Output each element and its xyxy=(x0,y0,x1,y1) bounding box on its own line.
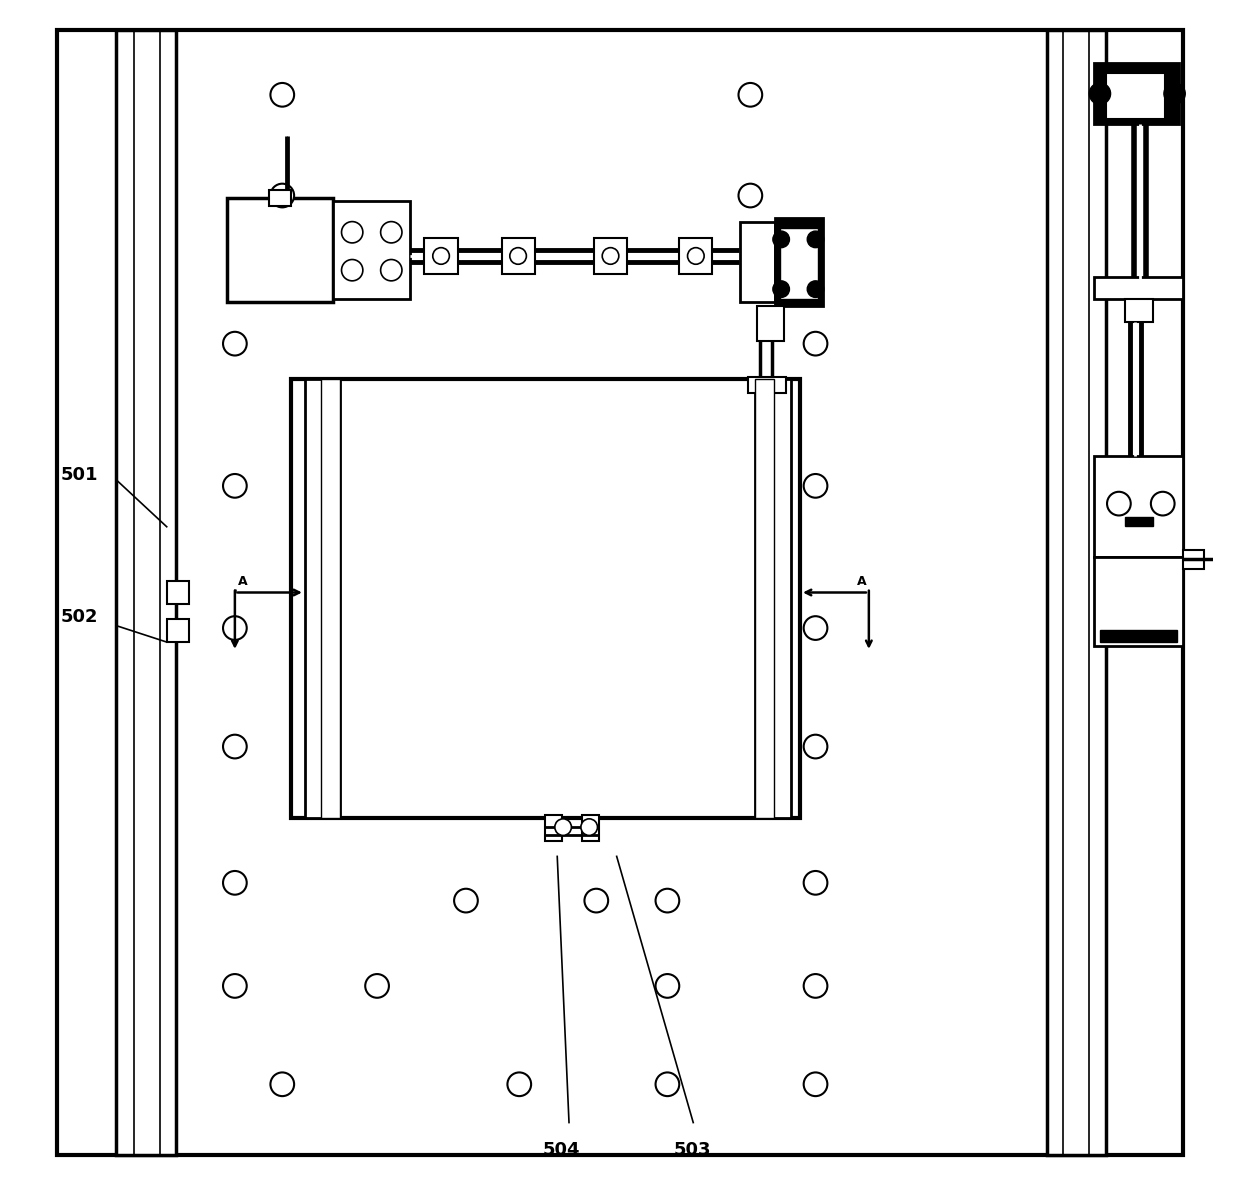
Bar xyxy=(748,377,786,393)
Bar xyxy=(424,238,458,274)
Bar xyxy=(1047,30,1106,1155)
Circle shape xyxy=(381,260,402,281)
Circle shape xyxy=(580,819,598,835)
Circle shape xyxy=(433,248,449,264)
Circle shape xyxy=(223,474,247,498)
Circle shape xyxy=(807,281,823,297)
Bar xyxy=(117,30,176,1155)
Circle shape xyxy=(804,735,827,758)
Bar xyxy=(1125,299,1153,322)
Circle shape xyxy=(656,974,680,998)
Bar xyxy=(1106,73,1166,118)
Circle shape xyxy=(773,231,790,248)
Circle shape xyxy=(804,1072,827,1096)
Text: 503: 503 xyxy=(673,1141,711,1159)
Bar xyxy=(1094,456,1183,557)
Circle shape xyxy=(510,248,527,264)
Circle shape xyxy=(804,332,827,355)
Circle shape xyxy=(366,974,389,998)
Circle shape xyxy=(341,222,363,243)
Circle shape xyxy=(656,1072,680,1096)
Bar xyxy=(1094,63,1179,124)
Text: A: A xyxy=(238,576,248,589)
Circle shape xyxy=(656,889,680,912)
Bar xyxy=(775,218,822,306)
Circle shape xyxy=(603,248,619,264)
Bar xyxy=(305,379,340,818)
Bar xyxy=(321,379,340,818)
Circle shape xyxy=(223,332,247,355)
Circle shape xyxy=(223,616,247,640)
Circle shape xyxy=(223,735,247,758)
Bar xyxy=(501,238,534,274)
Circle shape xyxy=(804,871,827,895)
Circle shape xyxy=(381,222,402,243)
Bar xyxy=(1100,630,1177,642)
Bar xyxy=(227,198,334,302)
Bar xyxy=(758,306,784,341)
Bar xyxy=(740,222,775,302)
Bar xyxy=(1094,557,1183,646)
Text: 502: 502 xyxy=(61,608,98,626)
Bar xyxy=(546,815,562,841)
Bar xyxy=(1183,550,1204,569)
Circle shape xyxy=(773,281,790,297)
Bar xyxy=(755,379,791,818)
Circle shape xyxy=(739,184,763,207)
Circle shape xyxy=(739,83,763,107)
Circle shape xyxy=(687,248,704,264)
Circle shape xyxy=(341,260,363,281)
Circle shape xyxy=(1107,492,1131,515)
Bar xyxy=(167,581,188,604)
Circle shape xyxy=(270,83,294,107)
Circle shape xyxy=(1089,83,1111,104)
Circle shape xyxy=(270,1072,294,1096)
Text: 501: 501 xyxy=(61,466,98,483)
Circle shape xyxy=(584,889,608,912)
Bar xyxy=(582,815,599,841)
Bar xyxy=(334,201,410,299)
Text: A: A xyxy=(857,576,867,589)
Bar xyxy=(594,238,627,274)
Bar xyxy=(1125,517,1153,526)
Bar xyxy=(680,238,713,274)
Circle shape xyxy=(554,819,572,835)
Bar xyxy=(167,619,188,642)
Circle shape xyxy=(507,1072,531,1096)
Circle shape xyxy=(223,871,247,895)
Circle shape xyxy=(807,231,823,248)
Bar xyxy=(755,379,774,818)
Bar xyxy=(269,190,290,206)
Circle shape xyxy=(454,889,477,912)
Bar xyxy=(290,379,800,818)
Circle shape xyxy=(1151,492,1174,515)
Circle shape xyxy=(1164,83,1185,104)
Circle shape xyxy=(223,974,247,998)
Circle shape xyxy=(804,474,827,498)
Circle shape xyxy=(804,974,827,998)
Bar xyxy=(780,228,818,299)
Circle shape xyxy=(804,616,827,640)
Text: 504: 504 xyxy=(543,1141,580,1159)
Bar xyxy=(1094,277,1183,299)
Circle shape xyxy=(270,184,294,207)
